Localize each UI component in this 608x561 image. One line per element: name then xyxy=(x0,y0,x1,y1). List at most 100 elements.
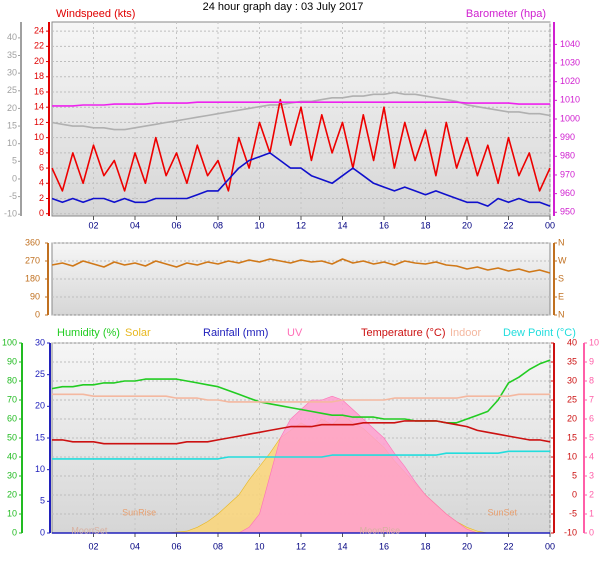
x-tick-label: 04 xyxy=(130,220,140,230)
y-tick-label: N xyxy=(558,237,565,247)
x-tick-label: 06 xyxy=(171,541,181,551)
x-tick-label: 22 xyxy=(503,220,513,230)
x-tick-label: 02 xyxy=(88,220,98,230)
y-tick-label: 950 xyxy=(560,207,575,217)
x-tick-label: 06 xyxy=(171,220,181,230)
x-tick-label: 14 xyxy=(337,541,347,551)
y-tick-label: 5 xyxy=(572,470,577,480)
y-tick-label: 6 xyxy=(589,413,594,423)
y-tick-label: 22 xyxy=(34,41,44,51)
y-tick-label: 4 xyxy=(589,451,594,461)
y-tick-label: 0 xyxy=(35,309,40,319)
x-tick-label: 14 xyxy=(337,220,347,230)
y-tick-label: 1030 xyxy=(560,57,580,67)
y-tick-label: 40 xyxy=(7,32,17,42)
y-tick-label: 20 xyxy=(567,413,577,423)
x-tick-label: 10 xyxy=(254,541,264,551)
y-tick-label: 960 xyxy=(560,188,575,198)
y-tick-label: 10 xyxy=(7,138,17,148)
y-tick-label: 15 xyxy=(567,432,577,442)
x-tick-label: 12 xyxy=(296,220,306,230)
annotation: MoonRise xyxy=(360,525,401,535)
y-tick-label: 4 xyxy=(39,178,44,188)
y-tick-label: 8 xyxy=(39,147,44,157)
y-tick-label: 6 xyxy=(39,162,44,172)
x-tick-label: 20 xyxy=(462,220,472,230)
y-tick-label: -5 xyxy=(9,191,17,201)
y-tick-label: W xyxy=(558,255,567,265)
x-tick-label: 02 xyxy=(88,541,98,551)
y-tick-label: 16 xyxy=(34,86,44,96)
y-tick-label: 25 xyxy=(35,369,45,379)
y-tick-label: 980 xyxy=(560,151,575,161)
y-tick-label: 5 xyxy=(12,156,17,166)
y-tick-label: 70 xyxy=(7,394,17,404)
y-tick-label: 30 xyxy=(7,470,17,480)
line xyxy=(51,359,551,424)
y-tick-label: 90 xyxy=(7,356,17,366)
y-tick-label: 25 xyxy=(7,85,17,95)
x-tick-label: 08 xyxy=(213,541,223,551)
y-tick-label: 0 xyxy=(39,208,44,218)
y-tick-label: 9 xyxy=(589,356,594,366)
legend-label: Dew Point (°C) xyxy=(503,327,576,339)
x-tick-label: 18 xyxy=(420,541,430,551)
y-tick-label: 35 xyxy=(567,356,577,366)
y-tick-label: 3 xyxy=(589,470,594,480)
y-tick-label: 5 xyxy=(589,432,594,442)
annotation: MoonSet xyxy=(71,525,108,535)
line xyxy=(52,450,550,460)
y-tick-label: 18 xyxy=(34,71,44,81)
axis-label: Barometer (hpa) xyxy=(466,8,546,20)
legend-label: Temperature (°C) xyxy=(361,327,445,339)
y-tick-label: 10 xyxy=(7,508,17,518)
legend-label: Solar xyxy=(125,327,151,339)
legend-label: Humidity (%) xyxy=(57,327,120,339)
line xyxy=(52,420,551,445)
y-tick-label: 90 xyxy=(30,291,40,301)
y-tick-label: 40 xyxy=(7,451,17,461)
plot-area xyxy=(51,21,551,217)
x-tick-label: 00 xyxy=(545,220,555,230)
y-tick-label: 35 xyxy=(7,50,17,60)
chart-title: 24 hour graph day : 03 July 2017 xyxy=(203,1,364,13)
x-tick-label: 12 xyxy=(296,541,306,551)
annotation: SunRise xyxy=(122,507,156,517)
line xyxy=(52,393,550,403)
x-tick-label: 20 xyxy=(462,541,472,551)
y-tick-label: 10 xyxy=(567,451,577,461)
y-tick-label: 180 xyxy=(25,273,40,283)
y-tick-label: 20 xyxy=(34,56,44,66)
y-tick-label: 60 xyxy=(7,413,17,423)
y-tick-label: 5 xyxy=(40,496,45,506)
y-tick-label: 0 xyxy=(40,527,45,537)
x-tick-label: 16 xyxy=(379,220,389,230)
y-tick-label: 0 xyxy=(12,527,17,537)
y-tick-label: 20 xyxy=(7,489,17,499)
y-tick-label: 0 xyxy=(12,173,17,183)
annotation: SunSet xyxy=(488,507,518,517)
x-tick-label: 16 xyxy=(379,541,389,551)
y-tick-label: 12 xyxy=(34,117,44,127)
y-tick-label: 20 xyxy=(35,401,45,411)
y-tick-label: 0 xyxy=(572,489,577,499)
y-tick-label: 30 xyxy=(35,337,45,347)
y-tick-label: 30 xyxy=(7,68,17,78)
y-tick-label: 7 xyxy=(589,394,594,404)
y-tick-label: 50 xyxy=(7,432,17,442)
y-tick-label: 1 xyxy=(589,508,594,518)
x-tick-label: 18 xyxy=(420,220,430,230)
y-tick-label: S xyxy=(558,273,564,283)
x-tick-label: 10 xyxy=(254,220,264,230)
y-tick-label: 10 xyxy=(589,337,599,347)
line xyxy=(51,98,551,192)
y-tick-label: 80 xyxy=(7,375,17,385)
y-tick-label: 0 xyxy=(589,527,594,537)
x-tick-label: 04 xyxy=(130,541,140,551)
y-tick-label: 1020 xyxy=(560,76,580,86)
y-tick-label: 24 xyxy=(34,26,44,36)
x-tick-label: 22 xyxy=(503,541,513,551)
y-tick-label: 360 xyxy=(25,237,40,247)
y-tick-label: 10 xyxy=(34,132,44,142)
